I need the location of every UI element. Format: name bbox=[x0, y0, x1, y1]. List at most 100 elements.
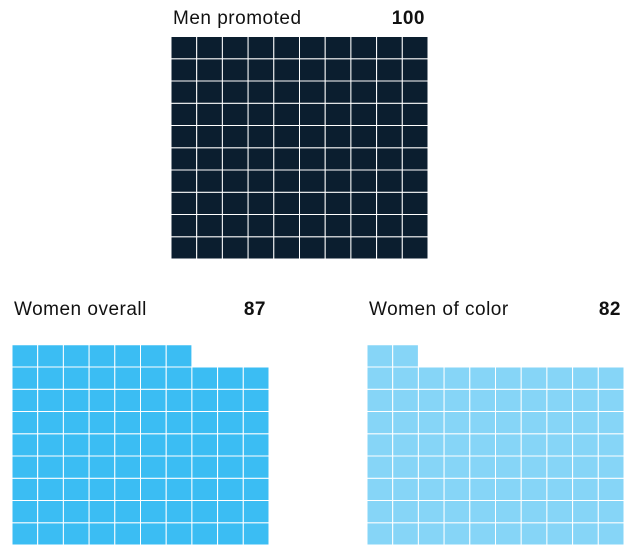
waffle-cell bbox=[62, 388, 90, 412]
waffle-cell bbox=[324, 214, 352, 238]
waffle-cell bbox=[392, 522, 419, 546]
waffle-cell bbox=[221, 102, 249, 126]
waffle-cell bbox=[217, 411, 244, 435]
waffle-cell bbox=[140, 366, 167, 390]
waffle-cell bbox=[273, 80, 300, 104]
waffle-cell bbox=[299, 102, 326, 126]
waffle-cell bbox=[62, 500, 90, 524]
waffle-cell bbox=[165, 433, 193, 457]
waffle-cell bbox=[520, 433, 548, 457]
waffle-cell bbox=[469, 500, 496, 524]
waffle-cell bbox=[401, 147, 429, 171]
waffle-cell bbox=[520, 455, 548, 479]
waffle-cell bbox=[88, 500, 116, 524]
waffle-cell bbox=[11, 388, 39, 412]
waffle-cell bbox=[170, 58, 198, 82]
waffle-cell bbox=[242, 388, 270, 412]
waffle-cell bbox=[165, 522, 193, 546]
waffle-cell bbox=[11, 477, 39, 501]
waffle-cell bbox=[597, 388, 625, 412]
waffle-cell bbox=[401, 36, 429, 60]
waffle-cell bbox=[196, 169, 223, 193]
waffle-cell bbox=[417, 366, 445, 390]
waffle-cell bbox=[324, 125, 352, 149]
waffle-cell bbox=[217, 366, 244, 390]
waffle-value: 87 bbox=[244, 299, 266, 320]
waffle-grid bbox=[366, 344, 625, 546]
waffle-cell bbox=[392, 388, 419, 412]
waffle-cell bbox=[88, 344, 116, 368]
waffle-cell bbox=[196, 125, 223, 149]
waffle-cell bbox=[299, 236, 326, 260]
waffle-cell bbox=[392, 455, 419, 479]
waffle-cell bbox=[366, 522, 394, 546]
waffle-cell bbox=[469, 366, 496, 390]
waffle-cell bbox=[366, 477, 394, 501]
waffle-cell bbox=[520, 477, 548, 501]
waffle-cell bbox=[247, 169, 275, 193]
waffle-cell bbox=[37, 411, 64, 435]
waffle-cell bbox=[191, 388, 219, 412]
waffle-cell bbox=[221, 191, 249, 215]
waffle-cell bbox=[62, 522, 90, 546]
waffle-cell bbox=[366, 455, 394, 479]
waffle-cell bbox=[140, 411, 167, 435]
waffle-cell bbox=[114, 344, 142, 368]
waffle-cell bbox=[217, 433, 244, 457]
waffle-cell bbox=[221, 214, 249, 238]
waffle-cell bbox=[392, 411, 419, 435]
waffle-cell bbox=[273, 214, 300, 238]
waffle-cell bbox=[140, 522, 167, 546]
waffle-cell bbox=[88, 522, 116, 546]
waffle-cell bbox=[299, 36, 326, 60]
waffle-cell bbox=[401, 80, 429, 104]
waffle-cell bbox=[11, 366, 39, 390]
waffle-cell bbox=[401, 125, 429, 149]
waffle-cell bbox=[191, 366, 219, 390]
waffle-cell bbox=[520, 388, 548, 412]
waffle-cell bbox=[546, 388, 574, 412]
waffle-cell bbox=[443, 477, 471, 501]
waffle-cell bbox=[217, 477, 244, 501]
waffle-cell bbox=[247, 58, 275, 82]
waffle-cell bbox=[217, 455, 244, 479]
waffle-cell bbox=[217, 500, 244, 524]
waffle-cell bbox=[350, 36, 378, 60]
waffle-cell bbox=[247, 36, 275, 60]
waffle-cell bbox=[443, 366, 471, 390]
waffle-cell bbox=[170, 80, 198, 104]
waffle-cell bbox=[350, 125, 378, 149]
waffle-title: Women of color bbox=[369, 299, 509, 320]
waffle-cell bbox=[242, 477, 270, 501]
waffle-cell bbox=[469, 522, 496, 546]
waffle-cell bbox=[62, 344, 90, 368]
waffle-cell bbox=[392, 433, 419, 457]
waffle-cell bbox=[62, 477, 90, 501]
waffle-cell bbox=[417, 411, 445, 435]
waffle-title: Women overall bbox=[14, 299, 147, 320]
waffle-cell bbox=[221, 36, 249, 60]
waffle-cell bbox=[247, 147, 275, 171]
waffle-cell bbox=[11, 433, 39, 457]
waffle-cell bbox=[62, 455, 90, 479]
waffle-cell bbox=[11, 411, 39, 435]
waffle-cell bbox=[221, 58, 249, 82]
waffle-cell bbox=[469, 477, 496, 501]
waffle-cell bbox=[520, 366, 548, 390]
waffle-cell bbox=[191, 522, 219, 546]
waffle-cell bbox=[217, 388, 244, 412]
waffle-cell bbox=[597, 500, 625, 524]
waffle-cell bbox=[572, 366, 599, 390]
waffle-cell bbox=[392, 477, 419, 501]
waffle-cell bbox=[572, 455, 599, 479]
waffle-cell bbox=[324, 102, 352, 126]
waffle-grid bbox=[11, 344, 270, 546]
waffle-cell bbox=[37, 344, 64, 368]
waffle-cell bbox=[170, 36, 198, 60]
waffle-cell bbox=[217, 522, 244, 546]
waffle-cell bbox=[401, 191, 429, 215]
waffle-cell bbox=[366, 344, 394, 368]
waffle-cell bbox=[597, 455, 625, 479]
waffle-cell bbox=[114, 500, 142, 524]
